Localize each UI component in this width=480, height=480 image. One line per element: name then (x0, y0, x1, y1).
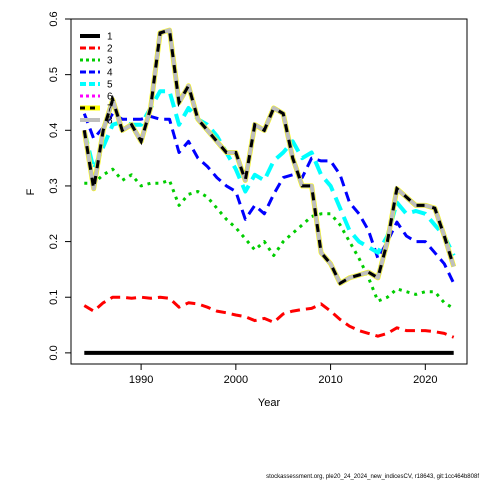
y-tick-label-0.6: 0.6 (48, 11, 60, 26)
legend-label-6: 6 (107, 92, 113, 103)
legend-label-8: 8 (107, 116, 113, 127)
y-tick-label-0.4: 0.4 (48, 123, 60, 138)
series-line-2 (83, 295, 455, 339)
legend-label-4: 4 (107, 68, 113, 79)
y-tick-label-0.1: 0.1 (48, 290, 60, 305)
y-axis: 0.0 0.1 0.2 0.3 0.4 0.5 0.6 (48, 11, 72, 361)
series-line-4 (82, 112, 456, 284)
y-tick-label-0.2: 0.2 (48, 234, 60, 249)
legend-label-2: 2 (107, 44, 113, 55)
legend-label-7: 7 (107, 104, 113, 115)
plot-area (81, 27, 457, 355)
x-tick-label-2000: 2000 (224, 374, 248, 386)
legend-label-5: 5 (107, 80, 113, 91)
x-axis-label: Year (258, 397, 281, 409)
x-tick-label-2010: 2010 (318, 374, 342, 386)
y-axis-label: F (25, 188, 37, 195)
series-line-3 (84, 167, 455, 310)
series-line-7-overlay (82, 28, 456, 286)
y-tick-label-0.0: 0.0 (48, 345, 60, 360)
y-tick-label-0.5: 0.5 (48, 67, 60, 82)
y-tick-label-0.3: 0.3 (48, 178, 60, 193)
legend-label-3: 3 (107, 56, 113, 67)
legend-label-1: 1 (107, 32, 113, 43)
x-axis: 1990 2000 2010 2020 (129, 363, 438, 386)
footer-source: stockassessment.org, ple20_24_2024_new_i… (266, 474, 479, 480)
x-tick-label-1990: 1990 (129, 374, 153, 386)
x-tick-label-2020: 2020 (413, 374, 437, 386)
